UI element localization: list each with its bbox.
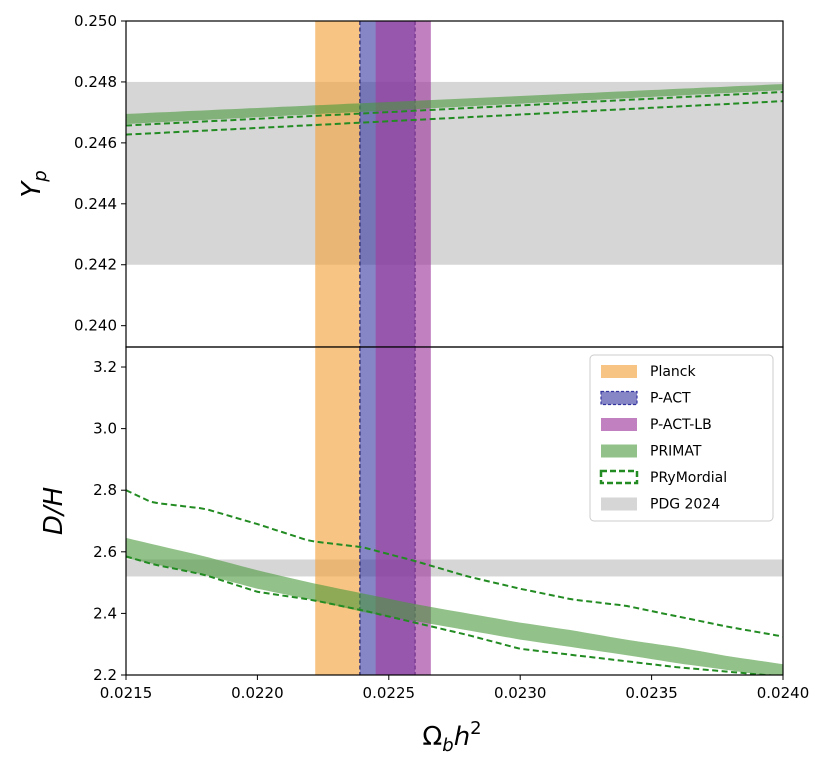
y-tick-label: 0.250 (74, 12, 117, 30)
y-tick-label: 0.244 (74, 195, 117, 213)
pdg-2024-band (126, 559, 783, 577)
legend-prymordial-swatch (599, 469, 639, 485)
panel-plot-area (126, 347, 783, 675)
yp-label-sub: p (30, 170, 51, 182)
panel-yp: 0.240 0.242 0.244 0.246 0.248 0.250 (74, 12, 784, 348)
legend-p-act-lb-label: P-ACT-LB (650, 417, 712, 433)
x-label-sub: b (442, 735, 453, 756)
prymordial-curve-lower (126, 555, 778, 675)
x-label-omega: Ω (422, 722, 442, 752)
primat-band (126, 84, 783, 124)
planck-band (315, 21, 360, 347)
y-tick-label: 0.240 (74, 317, 117, 335)
axis-labels: Ωbh2 Yp D/H (17, 170, 482, 756)
planck-band (315, 347, 360, 675)
yp-label-base: Y (17, 180, 47, 198)
panel-plot-area (126, 21, 783, 347)
prymordial-curve-upper (126, 91, 783, 127)
legend-pdg-2024-swatch (601, 497, 637, 511)
y-tick-label: 2.2 (93, 666, 117, 684)
shared-x-axis: 0.0215 0.0220 0.0225 0.0230 0.0235 0.0240 (100, 675, 810, 702)
p-act-lb-band (375, 21, 431, 347)
y-tick-label: 2.8 (93, 481, 117, 499)
y-tick-label: 2.6 (93, 543, 117, 561)
legend: Planck P-ACT P-ACT-LB PRIMAT PRyMordial PDG 2… (589, 354, 774, 522)
legend-prymordial-label: PRyMordial (650, 470, 727, 486)
panel-dh: 2.2 2.4 2.6 2.8 3.0 3.2 (93, 346, 784, 684)
prymordial-curve-lower (126, 100, 783, 136)
x-label-h: h (454, 722, 470, 752)
primat-band (126, 537, 783, 675)
legend-p-act-lb-swatch (601, 418, 637, 431)
legend-planck-label: Planck (650, 364, 696, 380)
y-axis-label-yp: Yp (17, 170, 51, 197)
legend-pdg-2024-label: PDG 2024 (650, 497, 720, 513)
x-label-sup: 2 (470, 718, 481, 739)
x-tick-label: 0.0220 (231, 684, 284, 702)
x-tick-label: 0.0235 (625, 684, 678, 702)
y-tick-label: 2.4 (93, 604, 117, 622)
y-tick-label: 0.242 (74, 256, 117, 274)
x-axis-label: Ωbh2 (422, 718, 481, 756)
legend-planck-swatch (601, 365, 637, 378)
prymordial-curve-upper (126, 489, 783, 638)
x-tick-label: 0.0215 (100, 684, 153, 702)
p-act-lb-band (375, 347, 431, 675)
y-tick-label: 0.248 (74, 73, 117, 91)
panel-frame (125, 346, 784, 676)
x-tick-label: 0.0240 (757, 684, 810, 702)
y-tick-label: 3.2 (93, 358, 117, 376)
y-tick-label: 0.246 (74, 134, 117, 152)
legend-primat-swatch (601, 444, 637, 458)
x-tick-label: 0.0230 (494, 684, 547, 702)
y-tick-label: 3.0 (93, 420, 117, 438)
y-axis-label-dh: D/H (39, 487, 69, 535)
legend-p-act-label: P-ACT (650, 391, 691, 407)
legend-primat-label: PRIMAT (650, 444, 702, 460)
legend-p-act-swatch (600, 390, 638, 406)
x-tick-label: 0.0225 (363, 684, 416, 702)
